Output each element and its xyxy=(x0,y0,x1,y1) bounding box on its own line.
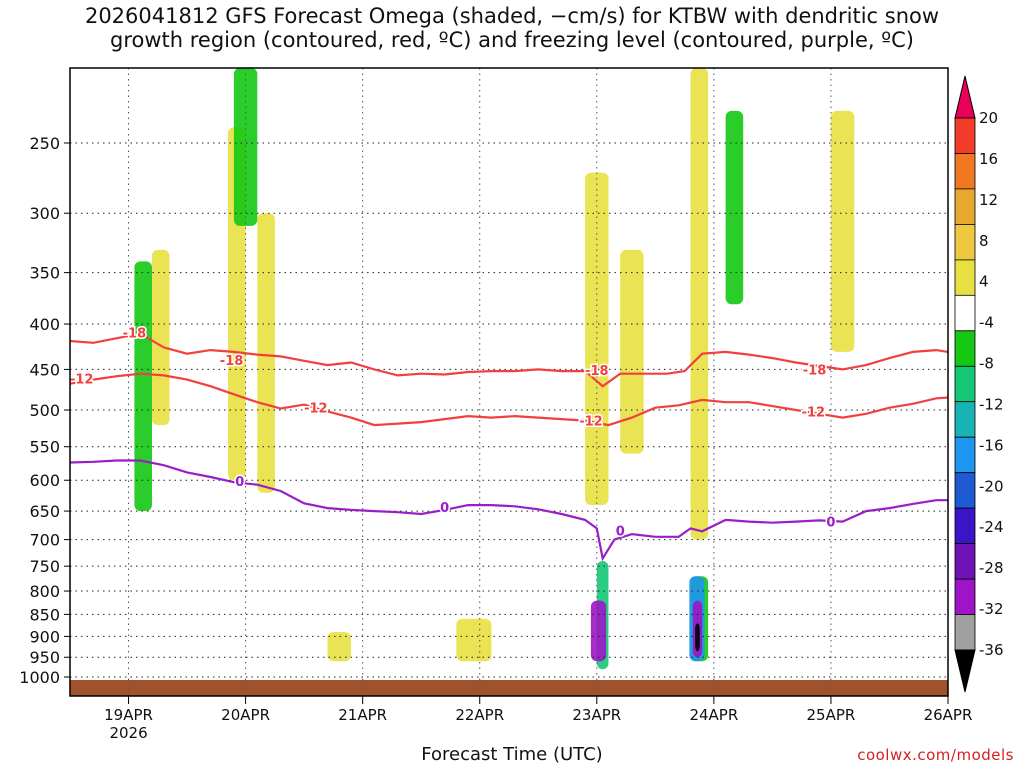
colorbar-tick-7: -12 xyxy=(979,395,1004,413)
contour-label--18C-2: -18 xyxy=(585,364,609,379)
watermark: coolwx.com/models xyxy=(857,746,1014,764)
omega-region-17 xyxy=(695,623,700,652)
colorbar-tick-12: -32 xyxy=(979,600,1004,618)
y-tick-label-650: 650 xyxy=(29,502,60,521)
omega-region-5 xyxy=(690,68,709,540)
y-tick-label-700: 700 xyxy=(29,531,60,550)
y-tick-label-450: 450 xyxy=(29,360,60,379)
terrain-strip xyxy=(70,680,948,696)
colorbar-tick-1: 16 xyxy=(979,150,998,168)
y-axis: 250 300 350 400 450 500 550 600 650 700 750 800 850 9… xyxy=(19,134,70,687)
colorbar-bottom-arrow xyxy=(954,649,976,693)
x-axis-label: Forecast Time (UTC) xyxy=(421,744,603,765)
omega-region-7 xyxy=(456,618,492,662)
colorbar-swatch-14 xyxy=(954,614,976,651)
colorbar-tick-6: -8 xyxy=(979,355,994,373)
colorbar-swatch-1 xyxy=(954,153,976,190)
y-tick-label-500: 500 xyxy=(29,401,60,420)
contour-label--18C-1: -18 xyxy=(220,354,244,369)
x-tick-sublabel-0: 2026 xyxy=(109,724,147,742)
plot-background xyxy=(70,68,948,696)
omega-region-1 xyxy=(257,213,275,493)
contour-label-0C-2: 0 xyxy=(616,524,625,539)
contour-label--12C-1: -12 xyxy=(304,401,328,416)
x-tick-label-0: 19APR xyxy=(104,706,153,724)
x-tick-label-6: 25APR xyxy=(807,706,856,724)
y-tick-label-350: 350 xyxy=(29,264,60,283)
contour-label-0C-0: 0 xyxy=(235,475,244,490)
omega-region-2 xyxy=(151,249,170,426)
contour-label--12C-3: -12 xyxy=(802,405,826,420)
x-tick-label-2: 21APR xyxy=(338,706,387,724)
y-tick-label-1000: 1000 xyxy=(19,668,60,687)
contour-label--12C-2: -12 xyxy=(579,414,603,429)
colorbar: 20 16 12 8 4 -4 -8 -12 -16 -20 -24 -28 -32 -36 xyxy=(954,75,1004,693)
y-tick-label-600: 600 xyxy=(29,471,60,490)
colorbar-tick-11: -28 xyxy=(979,559,1004,577)
colorbar-swatch-6 xyxy=(954,330,976,367)
plot-frame xyxy=(69,67,949,697)
y-tick-label-800: 800 xyxy=(29,582,60,601)
colorbar-swatch-5 xyxy=(954,294,976,332)
chart-title: 2026041812 GFS Forecast Omega (shaded, −… xyxy=(0,4,1024,52)
chart-title-line2: growth region (contoured, red, ºC) and f… xyxy=(110,28,914,52)
colorbar-swatch-2 xyxy=(954,188,976,225)
colorbar-swatch-7 xyxy=(954,365,976,403)
contour-label--18C-3: -18 xyxy=(803,363,827,378)
colorbar-swatch-13 xyxy=(954,578,976,615)
colorbar-tick-9: -20 xyxy=(979,477,1004,495)
y-tick-label-900: 900 xyxy=(29,627,60,646)
colorbar-tick-2: 12 xyxy=(979,191,998,209)
colorbar-swatch-12 xyxy=(954,543,976,580)
colorbar-tick-10: -24 xyxy=(979,518,1004,536)
y-tick-label-250: 250 xyxy=(29,134,60,153)
colorbar-swatch-4 xyxy=(954,259,976,296)
colorbar-swatch-11 xyxy=(954,507,976,545)
contour-label-0C-1: 0 xyxy=(440,501,449,516)
chart-title-line1: 2026041812 GFS Forecast Omega (shaded, −… xyxy=(84,4,940,28)
contour--18C xyxy=(69,332,949,388)
x-tick-label-1: 20APR xyxy=(221,706,270,724)
colorbar-top-arrow xyxy=(954,75,976,119)
y-tick-label-400: 400 xyxy=(29,315,60,334)
colorbar-swatch-3 xyxy=(954,223,976,261)
x-tick-label-3: 22APR xyxy=(455,706,504,724)
x-tick-label-5: 24APR xyxy=(689,706,738,724)
omega-region-15 xyxy=(590,600,607,662)
colorbar-tick-3: 8 xyxy=(979,232,989,250)
colorbar-tick-0: 20 xyxy=(979,109,998,127)
y-tick-label-950: 950 xyxy=(29,648,60,667)
contour-label--18C-0: -18 xyxy=(123,327,147,342)
y-tick-label-850: 850 xyxy=(29,605,60,624)
contour-0C xyxy=(69,459,948,562)
colorbar-swatch-10 xyxy=(954,472,976,509)
colorbar-swatch-0 xyxy=(954,117,976,154)
omega-region-9 xyxy=(134,261,152,511)
omega-region-6 xyxy=(830,110,855,352)
colorbar-swatch-9 xyxy=(954,436,976,474)
colorbar-tick-8: -16 xyxy=(979,436,1004,454)
colorbar-tick-4: 4 xyxy=(979,273,989,291)
omega-region-8 xyxy=(327,632,351,662)
y-tick-label-750: 750 xyxy=(29,557,60,576)
colorbar-tick-5: -4 xyxy=(979,314,994,332)
contour-label--12C-0: -12 xyxy=(70,373,94,388)
y-tick-label-300: 300 xyxy=(29,204,60,223)
y-tick-label-550: 550 xyxy=(29,438,60,457)
contour-label-0C-3: 0 xyxy=(826,516,835,531)
colorbar-tick-13: -36 xyxy=(979,641,1004,659)
omega-region-11 xyxy=(725,110,744,305)
omega-region-4 xyxy=(620,249,644,454)
colorbar-swatch-8 xyxy=(954,401,976,438)
x-tick-label-4: 23APR xyxy=(572,706,621,724)
omega-region-10 xyxy=(233,68,258,226)
temperature-contours: -18 -18 -18 -18 -12 -12 -12 -12 0 0 0 0 xyxy=(68,325,949,562)
x-tick-label-7: 26APR xyxy=(924,706,973,724)
contour--12C xyxy=(69,372,949,427)
